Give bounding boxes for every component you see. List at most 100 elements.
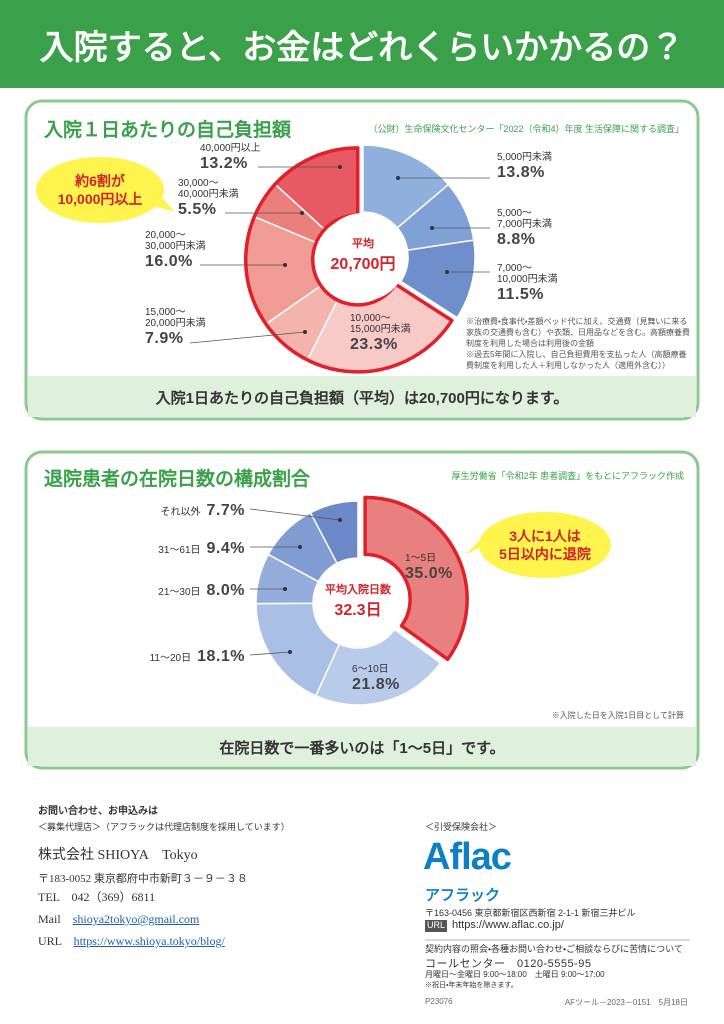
value-label: 13.8% (497, 164, 545, 181)
note: ※入院した日を入院1日目として計算 (551, 711, 684, 720)
mail-link[interactable]: shioya2tokyo@gmail.com (72, 912, 200, 926)
notes-box (463, 313, 691, 373)
callout-bubble (479, 512, 611, 578)
value-label: 21.8% (352, 676, 400, 693)
label-row: 11～20日 18.1% (150, 648, 245, 666)
center-hole (319, 213, 407, 301)
url-link[interactable]: https://www.shioya.tokyo/blog/ (73, 934, 225, 948)
chart-title: 入院１日あたりの自己負担額 (44, 120, 292, 141)
value-label: 13.2% (200, 155, 248, 172)
leader-line (249, 508, 341, 521)
value-label: 16.0% (145, 253, 193, 270)
value-label: 18.1% (197, 648, 245, 665)
center-title: 平均 (352, 236, 374, 250)
value-label: 23.3% (350, 336, 398, 353)
summary-band (28, 376, 696, 417)
leader-dot (300, 211, 304, 215)
center-title: 平均入院日数 (325, 582, 392, 596)
category-label: 6～10日 (352, 664, 389, 675)
value-label: 8.0% (206, 582, 245, 599)
center-hole (314, 559, 402, 647)
tel: TEL 042（369）6811 (38, 890, 156, 904)
category-label: 15,000～ 20,000円未満 (145, 307, 206, 329)
value-label: 7.9% (145, 330, 184, 347)
callout: 3人に1人は 5日以内に退院 (499, 528, 591, 562)
label: URL (38, 934, 62, 948)
value-label: 9.4% (206, 540, 245, 557)
highlight-outline (363, 495, 469, 662)
insurer-name: アフラック (425, 887, 501, 904)
call-center: コールセンター 0120-5555-95 (425, 958, 592, 970)
leader-dot (283, 587, 287, 591)
label-row: 21～30日 8.0% (158, 582, 245, 600)
label-row: それ以外 7.7% (161, 502, 245, 520)
slice (362, 144, 450, 229)
source: （公財）生命保険文化センター「2022（令和4）年度 生活保障に関する調査」 (368, 124, 684, 134)
category-label: 21～30日 (158, 587, 201, 598)
category-label: 31～61日 (158, 545, 201, 556)
category-label: 5,000円未満 (497, 152, 553, 163)
category-label: 20,000～ 30,000円未満 (145, 230, 206, 252)
leader-dot (338, 165, 342, 169)
leader-dot (288, 650, 292, 654)
value-label: 8.8% (497, 231, 536, 248)
leader-dot (338, 518, 342, 522)
callout-tail (465, 530, 490, 555)
page-title: 入院すると、お金はどれくらいかかるの？ (39, 29, 685, 67)
slice (309, 500, 359, 565)
leader-line (189, 331, 306, 344)
category-label: 40,000円以上 (200, 143, 261, 154)
source: 厚生労働省「令和2年 患者調査」をもとにアフラック作成 (451, 471, 684, 481)
value-label: 5.5% (178, 201, 217, 218)
center-value: 32.3日 (334, 601, 381, 619)
tool-code: AFツール－2023－0151 5月18日 (564, 998, 688, 1007)
category-label: 1～5日 (405, 553, 437, 564)
insurer-address: 〒163-0456 東京都新宿区西新宿 2-1-1 新宿三井ビル (425, 908, 636, 918)
slice (314, 628, 442, 706)
agency-label: ＜募集代理店＞（アフラックは代理店制度を採用しています） (38, 822, 290, 832)
insurer-url[interactable]: https://www.aflac.co.jp/ (452, 919, 564, 931)
value-label: 11.5% (497, 286, 544, 303)
center-value: 20,700円 (331, 255, 396, 273)
label-row: 31～61日 9.4% (158, 540, 245, 558)
callout-bubble (36, 157, 164, 223)
leader-dot (303, 330, 307, 334)
hours-note: ※祝日・年末年始を除きます。 (425, 982, 518, 989)
url-label: URL (427, 920, 446, 930)
company: 株式会社 SHIOYA Tokyo (38, 848, 198, 863)
chart-title: 退院患者の在院日数の構成割合 (44, 469, 311, 490)
callout: 約6割が 10,000円以上 (57, 173, 143, 207)
url-row: URL https://www.shioya.tokyo/blog/ (38, 932, 225, 949)
callout-tail (150, 190, 175, 212)
category-label: 10,000～ 15,000円未満 (350, 313, 411, 335)
leader-dot (396, 176, 400, 180)
logo: Aflac (423, 836, 512, 878)
hours: 月曜日～金曜日 9:00～18:00 土曜日 9:00～17:00 (425, 970, 605, 979)
mail-row: Mail shioya2tokyo@gmail.com (38, 910, 199, 927)
category-label: 30,000～ 40,000円未満 (178, 178, 239, 200)
leader-dot (298, 545, 302, 549)
summary: 入院1日あたりの自己負担額（平均）は20,700円になります。 (155, 390, 569, 407)
contact-heading: お問い合わせ、お申込みは (38, 806, 158, 817)
category-label: それ以外 (160, 507, 201, 518)
leader-dot (445, 270, 449, 274)
summary: 在院日数で一番多いのは「1～5日」です。 (219, 740, 505, 757)
leader-line (249, 651, 291, 656)
slice (399, 239, 476, 319)
leader-dot (430, 226, 434, 230)
category-label: 5,000～ 7,000円未満 (497, 208, 553, 230)
inquiry: 契約内容の照会・各種お問い合わせ・ご相談ならびに苦情について (425, 944, 683, 954)
url-badge (425, 920, 447, 932)
value-label: 7.7% (206, 502, 245, 519)
summary-band (28, 727, 696, 766)
category-label: 7,000～ 10,000円未満 (497, 263, 558, 285)
note: ※治療費・食事代・差額ベッド代に加え、交通費（見舞いに来る家族の交通費も含む）や… (466, 317, 690, 348)
leader-dot (283, 263, 287, 267)
category-label: 11～20日 (149, 653, 192, 664)
insurer-label: ＜引受保険会社＞ (425, 822, 498, 832)
label: Mail (38, 912, 61, 926)
address: 〒183-0052 東京都府中市新町３－９－３８ (38, 873, 248, 885)
note: ※過去5年間に入院し、自己負担費用を支払った人（高額療養費制度を利用した人＋利用… (466, 350, 687, 370)
